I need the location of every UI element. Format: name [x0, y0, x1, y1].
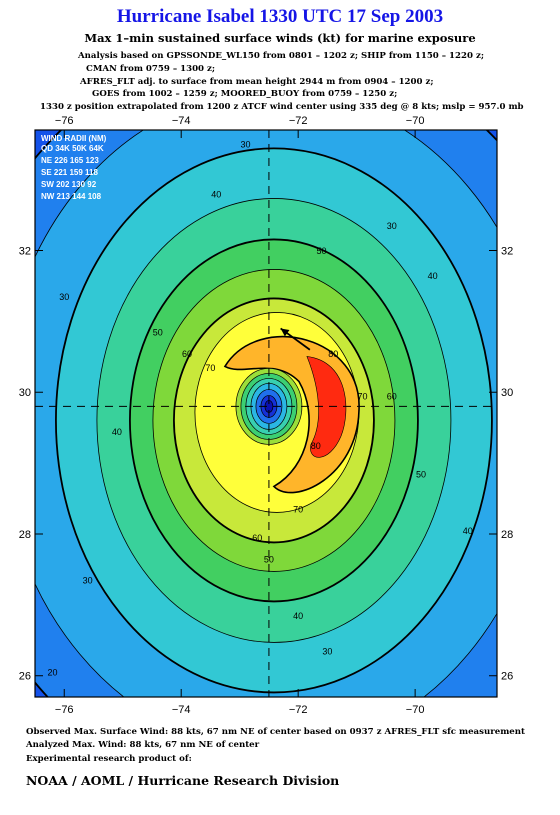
contour-label: 40 [211, 189, 221, 199]
y-tick-label-left: 30 [19, 387, 31, 399]
wind-radii-legend: WIND RADII (NM)QD 34K 50K 64K NE 226 165 … [41, 134, 107, 201]
contour-label: 50 [416, 469, 426, 479]
wind-radii-header: QD 34K 50K 64K [41, 144, 104, 153]
contour-label: 50 [317, 246, 327, 256]
x-tick-label-bottom: −70 [406, 704, 425, 716]
contour-label: 70 [357, 391, 367, 401]
contour-label: 20 [48, 668, 58, 678]
y-tick-label-right: 26 [501, 671, 513, 683]
wind-radii-title: WIND RADII (NM) [41, 134, 107, 143]
page-subtitle: Max 1–min sustained surface winds (kt) f… [84, 31, 476, 45]
chart-overlay: 30 40 30 50 40 30 50 60 70 80 70 60 40 80 50 70 40 60 30 50… [35, 130, 497, 697]
contour-label: 80 [311, 441, 321, 451]
contour-label: 30 [83, 576, 93, 586]
chart-axes: −76 −76 −74 −74 −72 −72 −70 −70 26 26 28 28 30 30 32 32 [19, 115, 514, 716]
wind-radii-row: SE 221 159 118 [41, 168, 98, 177]
contour-label: 30 [59, 292, 69, 302]
contour-label: 70 [205, 363, 215, 373]
x-tick-label-bottom: −72 [289, 704, 308, 716]
page-title: Hurricane Isabel 1330 UTC 17 Sep 2003 [116, 6, 444, 27]
analyzed-max-wind: Analyzed Max. Wind: 88 kts, 67 nm NE of … [26, 740, 260, 750]
contour-label: 40 [293, 611, 303, 621]
x-tick-label-bottom: −74 [172, 704, 191, 716]
analysis-line-4: GOES from 1002 – 1259 z; MOORED_BUOY fro… [92, 89, 398, 99]
y-tick-label-right: 30 [501, 387, 513, 399]
contour-label: 60 [387, 391, 397, 401]
contour-label: 70 [293, 505, 303, 515]
analysis-line-2: CMAN from 0759 – 1300 z; [86, 64, 216, 74]
contour-label: 50 [153, 328, 163, 338]
contour-label: 40 [112, 427, 122, 437]
contour-label: 60 [252, 533, 262, 543]
contour-label: 60 [182, 349, 192, 359]
analysis-line-5: 1330 z position extrapolated from 1200 z… [40, 102, 524, 112]
analysis-line-3: AFRES_FLT adj. to surface from mean heig… [80, 77, 434, 87]
wind-radii-row: NW 213 144 108 [41, 192, 102, 201]
motion-arrow-head [280, 328, 290, 337]
y-tick-label-left: 28 [19, 529, 31, 541]
contour-label: 30 [387, 221, 397, 231]
x-tick-label-top: −74 [172, 115, 191, 127]
wind-radii-row: SW 202 130 92 [41, 180, 97, 189]
x-tick-label-top: −72 [289, 115, 308, 127]
contour-label: 30 [241, 140, 251, 150]
wind-band-max [306, 356, 347, 458]
y-tick-label-left: 26 [19, 671, 31, 683]
contour-label: 30 [322, 646, 332, 656]
contour-label: 80 [328, 349, 338, 359]
y-tick-label-right: 28 [501, 529, 513, 541]
contour-label: 50 [264, 554, 274, 564]
y-tick-label-right: 32 [501, 245, 513, 257]
organization-name: NOAA / AOML / Hurricane Research Divisio… [26, 773, 340, 788]
y-tick-label-left: 32 [19, 245, 31, 257]
x-tick-label-top: −70 [406, 115, 425, 127]
contour-label: 40 [428, 271, 438, 281]
x-tick-label-top: −76 [55, 115, 74, 127]
plot-frame [34, 129, 498, 698]
wind-field-contours [35, 130, 497, 697]
analysis-line-1: Analysis based on GPSSONDE_WL150 from 08… [78, 51, 485, 61]
contour-label: 40 [463, 526, 473, 536]
experimental-note: Experimental research product of: [26, 754, 192, 764]
x-tick-label-bottom: −76 [55, 704, 74, 716]
observed-max-wind: Observed Max. Surface Wind: 88 kts, 67 n… [26, 727, 525, 737]
wind-radii-row: NE 226 165 123 [41, 156, 99, 165]
